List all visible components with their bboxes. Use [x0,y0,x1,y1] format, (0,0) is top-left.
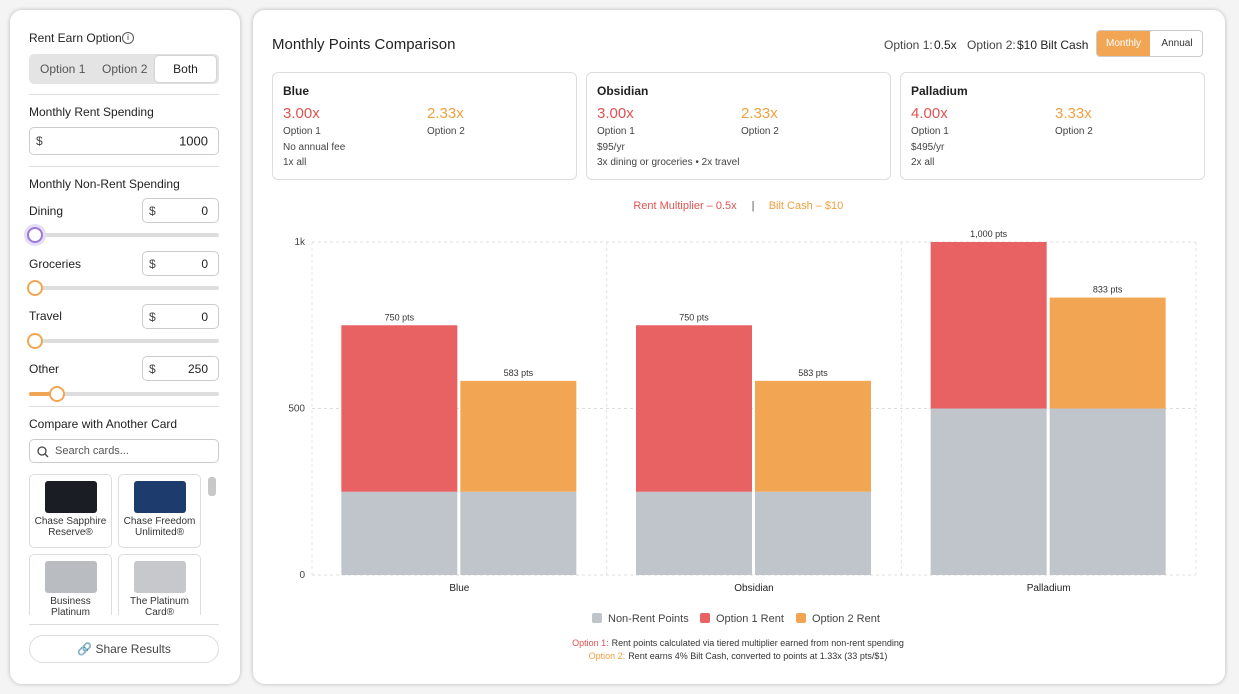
label: Other [29,362,60,376]
placeholder: Search cards... [55,445,129,457]
slider-thumb[interactable] [49,386,65,402]
divider [29,94,219,95]
value: 0 [201,309,208,324]
value: $10 Bilt Cash [1017,38,1089,52]
option2-rate: 2.33x [741,105,778,122]
spend-input[interactable]: $0 [142,251,219,276]
option-label: Option 1 [597,126,635,137]
label: Groceries [29,257,82,271]
option1-rate: 3.00x [597,105,634,122]
option2-rate: 2.33x [427,105,464,122]
label: Option 1: [884,38,933,52]
button-label: Share Results [95,642,171,656]
value: 250 [187,361,208,376]
card-name: Chase Sapphire Reserve® [34,516,107,538]
value: 0 [201,256,208,271]
card-tile[interactable]: The Platinum Card® [118,554,201,615]
slider-track [29,392,219,396]
slider-thumb[interactable] [27,280,43,296]
currency: $ [149,361,156,376]
slider-fill [29,392,57,396]
option-label: Option 2 [741,126,779,137]
share-button[interactable]: 🔗 Share Results [29,635,219,663]
segment[interactable]: Both [173,62,198,76]
value: 0.5x [934,38,957,52]
card-name: The Platinum Card® [130,596,189,615]
card-detail: $95/yr [597,142,625,153]
divider [29,166,219,167]
spend-input[interactable]: $250 [142,356,219,381]
option-label: Option 2 [1055,126,1093,137]
spend-input[interactable]: $0 [142,198,219,223]
label: Monthly Non-Rent Spending [29,177,180,191]
option1-rate: 4.00x [911,105,948,122]
info-icon[interactable]: i [122,32,134,44]
card-detail: 2x all [911,157,935,168]
label: Compare with Another Card [29,417,178,431]
value: 0 [201,203,208,218]
card[interactable]: Palladium 4.00x 3.33x Option 1 Option 2 $495/… [900,72,1205,180]
search-icon [37,446,49,458]
scrollbar[interactable] [208,477,216,496]
rent-input[interactable]: $ 1000 [29,127,219,155]
label: Travel [29,309,62,323]
option-label: Option 1 [283,126,321,137]
label: Rent Earn Option [29,31,122,45]
slider-thumb[interactable] [27,333,43,349]
segment[interactable]: Option 2 [102,62,148,76]
card-detail: No annual fee [283,142,346,153]
label: Monthly Rent Spending [29,105,154,119]
divider [29,624,219,625]
currency: $ [149,256,156,271]
card-name: Palladium [911,84,968,98]
card-name: Blue [283,84,310,98]
spend-input[interactable]: $0 [142,304,219,329]
toggle: Monthly Annual [1096,30,1203,57]
card[interactable]: Obsidian 3.00x 2.33x Option 1 Option 2 $95/yr… [586,72,891,180]
segment-active[interactable] [155,56,216,82]
card-name: Chase Freedom Unlimited® [123,516,196,538]
value: 1000 [179,133,208,149]
option-label: Option 1 [911,126,949,137]
search-input[interactable]: Search cards... [29,439,219,463]
label: Dining [29,204,64,218]
label: Option 2: [967,38,1016,52]
slider-track [29,339,219,343]
card-name: Business Platinum [50,596,91,615]
card-detail: 3x dining or groceries • 2x travel [597,157,740,168]
option-label: Option 2 [427,126,465,137]
toggle-option[interactable]: Annual [1161,38,1193,49]
divider [29,406,219,407]
slider-thumb[interactable] [27,227,43,243]
option2-rate: 3.33x [1055,105,1092,122]
segment[interactable]: Option 1 [40,62,86,76]
card-tile[interactable]: Chase Sapphire Reserve® [29,474,112,548]
card[interactable]: Blue 3.00x 2.33x Option 1 Option 2 No annual … [272,72,577,180]
option1-rate: 3.00x [283,105,320,122]
toggle-active[interactable]: Monthly [1097,31,1150,56]
currency: $ [149,203,156,218]
currency: $ [36,134,43,148]
slider-track [29,233,219,237]
title: Monthly Points Comparison [272,36,456,53]
card-list: Chase Sapphire Reserve® Chase Freedom Un… [29,474,209,615]
currency: $ [149,309,156,324]
card-tile[interactable]: Business Platinum [29,554,112,615]
card-detail: $495/yr [911,142,945,153]
card-name: Obsidian [597,84,649,98]
slider-track [29,286,219,290]
card-tile[interactable]: Chase Freedom Unlimited® [118,474,201,548]
card-detail: 1x all [283,157,307,168]
